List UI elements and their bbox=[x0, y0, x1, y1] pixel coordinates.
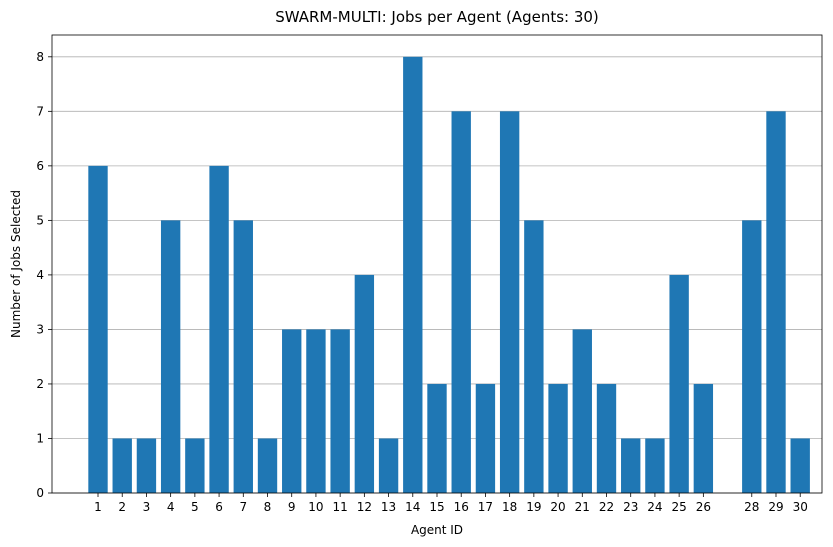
x-tick-label: 29 bbox=[768, 500, 783, 514]
x-tick-label: 3 bbox=[143, 500, 151, 514]
y-tick-label: 5 bbox=[36, 213, 44, 227]
x-tick-label: 11 bbox=[333, 500, 348, 514]
bar-agent-15 bbox=[427, 383, 447, 493]
y-tick-label: 4 bbox=[36, 268, 44, 282]
x-tick-label: 2 bbox=[118, 500, 126, 514]
bar-agent-10 bbox=[306, 329, 326, 493]
x-tick-label: 24 bbox=[647, 500, 662, 514]
bar-agent-16 bbox=[451, 111, 471, 493]
y-tick-label: 0 bbox=[36, 486, 44, 500]
bar-agent-14 bbox=[403, 56, 423, 494]
x-tick-label: 30 bbox=[793, 500, 808, 514]
bar-agent-19 bbox=[524, 220, 544, 493]
x-tick-label: 14 bbox=[405, 500, 420, 514]
bars bbox=[88, 56, 810, 494]
x-tick-label: 6 bbox=[215, 500, 223, 514]
x-tick-label: 4 bbox=[167, 500, 175, 514]
bar-agent-7 bbox=[233, 220, 253, 493]
x-tick-label: 19 bbox=[526, 500, 541, 514]
bar-agent-3 bbox=[136, 438, 157, 493]
y-tick-label: 1 bbox=[36, 431, 44, 445]
bar-agent-1 bbox=[88, 165, 108, 493]
bar-agent-24 bbox=[645, 438, 665, 493]
x-tick-label: 17 bbox=[478, 500, 493, 514]
bar-agent-2 bbox=[112, 438, 132, 493]
bar-agent-23 bbox=[621, 438, 641, 493]
x-tick-label: 9 bbox=[288, 500, 296, 514]
x-tick-label: 21 bbox=[575, 500, 590, 514]
x-tick-label: 12 bbox=[357, 500, 372, 514]
y-tick-label: 8 bbox=[36, 50, 44, 64]
bar-agent-29 bbox=[766, 111, 786, 493]
y-tick-label: 7 bbox=[36, 104, 44, 118]
x-axis-label: Agent ID bbox=[411, 523, 463, 537]
y-tick-label: 3 bbox=[36, 322, 44, 336]
bar-agent-11 bbox=[330, 329, 350, 493]
bar-agent-20 bbox=[548, 383, 568, 493]
x-tick-label: 23 bbox=[623, 500, 638, 514]
x-tick-label: 20 bbox=[550, 500, 565, 514]
y-axis: 0 1 2 3 4 5 6 7 8 bbox=[36, 50, 52, 500]
x-tick-label: 15 bbox=[429, 500, 444, 514]
x-tick-label: 18 bbox=[502, 500, 517, 514]
bar-agent-30 bbox=[790, 438, 810, 493]
x-tick-label: 16 bbox=[454, 500, 469, 514]
x-tick-label: 8 bbox=[264, 500, 272, 514]
bar-agent-9 bbox=[282, 329, 302, 493]
x-tick-label: 22 bbox=[599, 500, 614, 514]
bar-agent-6 bbox=[209, 165, 229, 493]
bar-agent-26 bbox=[693, 383, 714, 493]
bar-agent-28 bbox=[742, 220, 762, 493]
y-tick-label: 6 bbox=[36, 159, 44, 173]
bar-agent-25 bbox=[669, 274, 689, 493]
chart-title: SWARM-MULTI: Jobs per Agent (Agents: 30) bbox=[275, 8, 599, 26]
x-tick-label: 28 bbox=[744, 500, 759, 514]
bar-agent-13 bbox=[378, 438, 399, 493]
y-tick-label: 2 bbox=[36, 377, 44, 391]
x-tick-label: 13 bbox=[381, 500, 396, 514]
bar-agent-4 bbox=[160, 220, 181, 493]
x-tick-label: 5 bbox=[191, 500, 199, 514]
x-axis: 1 2 3 4 5 6 7 8 9 10 11 12 13 14 15 16 17 18 19 20 21 22 23 24 2… bbox=[94, 493, 808, 514]
bar-agent-17 bbox=[475, 383, 496, 493]
bar-agent-21 bbox=[572, 329, 592, 493]
bar-agent-22 bbox=[596, 383, 617, 493]
bar-agent-5 bbox=[185, 438, 205, 493]
x-tick-label: 10 bbox=[308, 500, 323, 514]
x-tick-label: 26 bbox=[696, 500, 711, 514]
bar-agent-18 bbox=[499, 111, 520, 493]
y-axis-label: Number of Jobs Selected bbox=[9, 190, 23, 338]
x-tick-label: 7 bbox=[239, 500, 247, 514]
bar-agent-12 bbox=[354, 274, 375, 493]
x-tick-label: 25 bbox=[671, 500, 686, 514]
x-tick-label: 1 bbox=[94, 500, 102, 514]
bar-agent-8 bbox=[257, 438, 278, 493]
